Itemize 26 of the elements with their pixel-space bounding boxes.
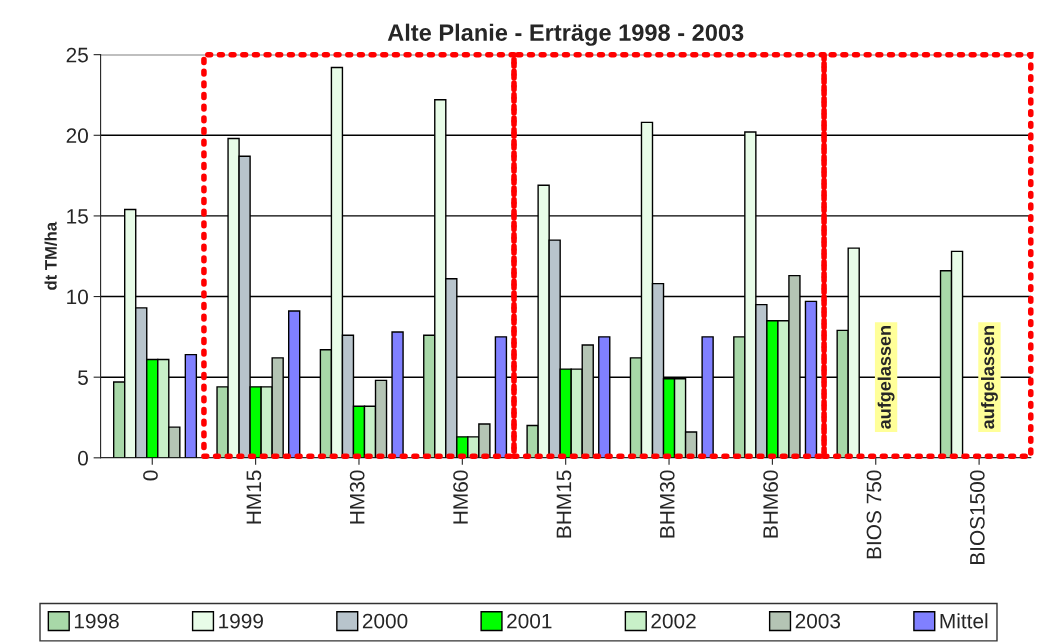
annotation: aufgelassen: [877, 326, 895, 429]
legend-label: 2003: [795, 613, 841, 629]
x-tick-label: BHM15: [556, 470, 572, 538]
legend-label: 1999: [219, 613, 263, 629]
legend-label: 1998: [74, 613, 119, 629]
chart-title: Alte Planie - Erträge 1998 - 2003: [387, 23, 744, 46]
legend-label: 2001: [507, 613, 552, 629]
legend-label: 2000: [362, 613, 408, 629]
y-tick-label: 5: [78, 370, 88, 385]
y-tick-label: 25: [66, 47, 88, 63]
y-axis-title: dt TM/ha: [44, 221, 57, 290]
y-tick-label: 20: [66, 128, 88, 144]
annotation: aufgelassen: [980, 326, 998, 429]
x-tick-label: 0: [143, 470, 158, 481]
x-tick-label: BHM60: [763, 470, 778, 538]
x-tick-label: BIOS1500: [969, 470, 985, 565]
x-tick-label: HM15: [246, 470, 262, 524]
y-tick-label: 10: [67, 289, 88, 305]
y-tick-label: 15: [67, 209, 88, 224]
x-tick-label: HM30: [349, 470, 365, 524]
legend-label: 2002: [651, 613, 696, 629]
x-tick-label: BHM30: [659, 470, 675, 538]
x-tick-label: HM60: [453, 470, 468, 524]
y-tick-label: 0: [78, 450, 88, 466]
legend-label: Mittel: [940, 613, 988, 629]
x-tick-label: BIOS 750: [866, 470, 882, 559]
